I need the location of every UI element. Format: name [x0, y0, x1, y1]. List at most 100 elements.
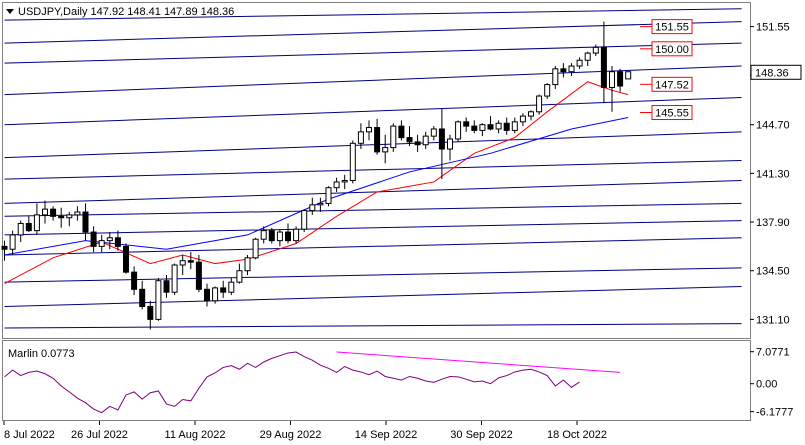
current-price-label: 148.36: [755, 67, 789, 79]
candle: [123, 245, 129, 273]
candle: [58, 215, 65, 219]
time-axis: 8 Jul 2022 26 Jul 2022 11 Aug 2022 29 Aug 2…: [3, 421, 607, 441]
candle: [301, 210, 308, 230]
candle: [204, 288, 210, 302]
channel-line: [4, 202, 742, 217]
candle: [390, 125, 397, 149]
candle: [495, 122, 502, 130]
candle: [171, 264, 178, 293]
channel-lines: [4, 8, 742, 329]
channel-line: [4, 323, 742, 329]
moving-average-red: [4, 81, 629, 285]
candle: [600, 46, 607, 88]
candle: [293, 228, 300, 242]
ma-red-line: [4, 81, 629, 285]
candle: [584, 52, 591, 61]
candle: [552, 68, 559, 86]
candle: [317, 202, 324, 206]
candle: [195, 261, 202, 290]
candle: [50, 208, 57, 217]
candle: [576, 59, 583, 67]
candle: [528, 111, 534, 117]
candle: [252, 238, 259, 259]
candle: [139, 288, 146, 308]
time-tick-label: 26 Jul 2022: [71, 429, 128, 441]
level-labels: 151.55 150.00 147.52 145.55: [640, 19, 693, 121]
candle: [341, 180, 348, 183]
channel-line: [4, 159, 742, 180]
channel-line: [4, 180, 742, 204]
candle: [422, 135, 429, 146]
price-tick-label: 141.30: [756, 168, 790, 180]
price-tick-label: 131.10: [756, 314, 790, 326]
price-tick-label: 137.90: [756, 217, 790, 229]
indicator-tick-label: 0.00: [756, 379, 777, 391]
candle: [568, 65, 575, 73]
indicator-axis: 7.0771 0.00 -6.1777: [750, 347, 793, 419]
candle: [414, 141, 421, 146]
candle: [519, 115, 526, 123]
candle: [398, 125, 405, 139]
candle: [511, 121, 518, 131]
candle: [592, 46, 599, 54]
candle: [447, 138, 453, 150]
time-tick-label: 11 Aug 2022: [165, 429, 226, 441]
marlin-oscillator: [4, 351, 621, 414]
candle: [438, 128, 445, 150]
channel-line: [4, 267, 742, 283]
price-tick-label: 144.70: [756, 120, 790, 132]
marlin-line: [4, 351, 580, 414]
divergence-line: [336, 351, 621, 373]
candle: [179, 260, 186, 266]
price-tick-label: 151.55: [756, 22, 790, 34]
channel-line: [4, 65, 742, 96]
candle: [268, 230, 275, 242]
channel-line: [4, 285, 742, 308]
channel-line: [4, 220, 742, 236]
candle: [333, 181, 340, 189]
candle: [536, 95, 543, 113]
level-box: [651, 76, 693, 92]
time-tick-label: 14 Sep 2022: [355, 429, 417, 441]
channel-line: [4, 42, 742, 64]
channel-line: [4, 96, 742, 126]
candle: [42, 208, 48, 216]
candle: [82, 211, 89, 233]
candle: [1, 245, 8, 250]
candle: [463, 121, 470, 127]
candle: [131, 271, 138, 290]
candle: [309, 204, 316, 212]
candle: [357, 131, 364, 144]
candle: [455, 121, 462, 140]
candle: [25, 222, 32, 232]
channel-line: [4, 21, 742, 44]
candle: [147, 306, 154, 320]
indicator-name: Marlin 0.0773: [8, 348, 75, 360]
time-tick-label: 18 Oct 2022: [547, 429, 607, 441]
candle: [98, 240, 105, 247]
candle: [220, 287, 227, 293]
candle: [609, 71, 615, 88]
candle: [374, 127, 381, 153]
chart-header: USDJPY,Daily 147.92 148.41 147.89 148.36: [18, 6, 234, 18]
candle: [114, 237, 121, 247]
candle: [430, 128, 437, 137]
candle: [479, 124, 486, 131]
candle: [617, 71, 624, 87]
indicator-tick-label: -6.1777: [756, 407, 793, 419]
current-price-marker: [750, 64, 802, 80]
level-label: 145.55: [655, 108, 689, 120]
candle: [90, 231, 97, 247]
indicator-tick-label: 7.0771: [756, 347, 790, 359]
candle: [325, 187, 332, 204]
time-tick-label: 30 Sep 2022: [450, 429, 512, 441]
channel-line: [4, 131, 742, 159]
candle: [17, 222, 24, 236]
candle: [228, 281, 235, 293]
candlestick-series: [1, 21, 632, 330]
candle: [66, 214, 73, 219]
collapse-triangle-icon[interactable]: [6, 9, 14, 14]
candle: [503, 122, 510, 131]
price-axis: 151.55148.15144.70141.30137.90134.50131.…: [750, 22, 802, 326]
